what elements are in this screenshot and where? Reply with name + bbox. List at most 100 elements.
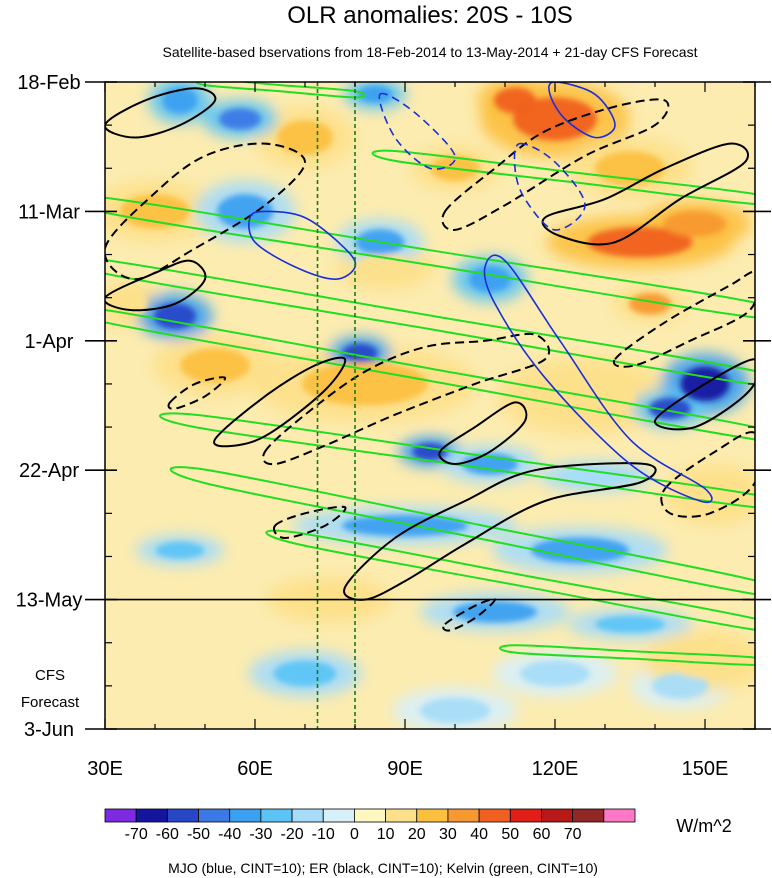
y-axis-ticks — [85, 81, 771, 730]
er-contour-5 — [541, 142, 750, 246]
colorbar-swatch-11 — [447, 808, 480, 823]
anomaly-core-22 — [469, 266, 511, 293]
colorbar-swatch-14 — [541, 808, 574, 823]
colorbar-swatch-0 — [104, 808, 137, 823]
forecast-label-line1: CFS — [35, 667, 65, 684]
y-tick-label-3: 22-Apr — [19, 460, 79, 482]
kelvin-contour-3 — [159, 412, 755, 509]
olr-anomaly-field — [105, 82, 755, 729]
colorbar-label-1: -60 — [156, 826, 179, 843]
colorbar-label-10: 30 — [439, 826, 457, 843]
anomaly-core-9 — [120, 194, 190, 229]
anomaly-core-17 — [357, 85, 393, 103]
colorbar-label-3: -40 — [218, 826, 241, 843]
colorbar-swatch-7 — [322, 808, 355, 823]
mjo-contour-3 — [513, 142, 586, 231]
colorbar-label-5: -20 — [280, 826, 303, 843]
anomaly-core-0 — [513, 97, 597, 141]
colorbar-swatch-8 — [354, 808, 386, 823]
colorbar-label-0: -70 — [125, 826, 148, 843]
mjo-contour-2 — [483, 254, 713, 504]
anomaly-core-38 — [670, 643, 740, 679]
anomaly-core-34 — [652, 672, 708, 699]
plot-frame — [104, 81, 756, 730]
y-tick-label-5: 3-Jun — [24, 719, 74, 741]
colorbar-label-12: 50 — [501, 826, 519, 843]
kelvin-contour-5 — [265, 529, 755, 631]
colorbar-swatch-1 — [135, 808, 168, 823]
anomaly-core-4 — [629, 293, 671, 315]
anomaly-core-36 — [563, 467, 627, 485]
anomaly-core-27 — [342, 514, 468, 537]
er-contours — [105, 87, 755, 632]
anomaly-core-8 — [180, 348, 250, 383]
mjo-contour-4 — [378, 92, 456, 170]
colorbar-label-7: 0 — [350, 826, 359, 843]
er-contour-7 — [105, 142, 307, 281]
colorbar-swatch-16 — [603, 808, 636, 823]
colorbar-swatch-3 — [198, 808, 231, 823]
colorbar-label-8: 10 — [377, 826, 395, 843]
er-contour-4 — [343, 462, 657, 601]
anomaly-core-28 — [531, 537, 629, 564]
plot-area — [85, 81, 771, 730]
contour-legend-text: MJO (blue, CINT=10); ER (black, CINT=10)… — [168, 860, 598, 876]
y-tick-label-0: 18-Feb — [17, 72, 80, 94]
er-contour-10 — [612, 271, 755, 368]
kelvin-contours — [105, 82, 755, 666]
forecast-label-line2: Forecast — [21, 694, 80, 711]
anomaly-core-2 — [587, 227, 693, 258]
colorbar-swatch-2 — [166, 808, 199, 823]
x-axis-ticks — [104, 82, 756, 729]
x-tick-label-90: 90E — [387, 758, 423, 780]
anomaly-core-20 — [217, 194, 273, 229]
colorbar-labels: -70 -60 -50 -40 -30 -20 -10 0 10 20 30 40 50 60 70 — [125, 826, 582, 843]
x-axis-labels: 30E 60E 90E 120E 150E — [87, 758, 728, 780]
x-tick-label-120: 120E — [532, 758, 579, 780]
colorbar-units: W/m^2 — [676, 816, 731, 836]
er-contour-13 — [442, 598, 497, 632]
anomaly-core-29 — [155, 541, 205, 559]
anomaly-core-7 — [302, 362, 428, 406]
kelvin-contour-1 — [105, 259, 755, 386]
colorbar-swatch-6 — [291, 808, 324, 823]
reference-longitudes — [316, 82, 356, 729]
anomaly-core-16 — [219, 108, 261, 130]
y-tick-label-2: 1-Apr — [25, 331, 74, 353]
kelvin-contour-6 — [499, 644, 755, 666]
colorbar-label-13: 60 — [533, 826, 551, 843]
anomaly-core-12 — [277, 120, 333, 155]
colorbar-swatch-12 — [478, 808, 511, 823]
colorbar-label-6: -10 — [312, 826, 335, 843]
x-tick-label-30: 30E — [87, 758, 123, 780]
er-contour-6 — [654, 358, 755, 431]
colorbar-swatch-4 — [229, 808, 262, 823]
kelvin-contour-4 — [169, 466, 755, 596]
anomaly-core-30 — [273, 660, 337, 687]
colorbar-label-11: 40 — [470, 826, 488, 843]
mjo-contour-1 — [548, 82, 616, 139]
anomaly-core-6 — [595, 151, 665, 186]
anomaly-core-15 — [162, 87, 198, 114]
anomaly-core-32 — [595, 615, 665, 633]
er-contour-11 — [660, 431, 755, 518]
er-contour-2 — [213, 356, 347, 448]
y-axis-labels: 18-Feb 11-Mar 1-Apr 22-Apr 13-May 3-Jun — [16, 72, 83, 741]
colorbar-swatch-5 — [260, 808, 293, 823]
x-tick-label-150: 150E — [682, 758, 729, 780]
er-contour-0 — [105, 87, 217, 139]
er-contour-12 — [273, 505, 347, 540]
colorbar-label-2: -50 — [187, 826, 210, 843]
colorbar-label-14: 70 — [564, 826, 582, 843]
colorbar-label-9: 20 — [408, 826, 426, 843]
anomaly-core-33 — [520, 660, 590, 687]
er-contour-3 — [438, 401, 528, 466]
y-tick-label-1: 11-Mar — [18, 201, 80, 223]
er-contour-8 — [441, 98, 670, 231]
colorbar-swatch-15 — [572, 808, 605, 823]
er-contour-9 — [262, 332, 551, 466]
anomaly-core-18 — [154, 303, 196, 330]
kelvin-contour-0 — [105, 196, 755, 319]
colorbar-swatch-9 — [385, 808, 418, 823]
